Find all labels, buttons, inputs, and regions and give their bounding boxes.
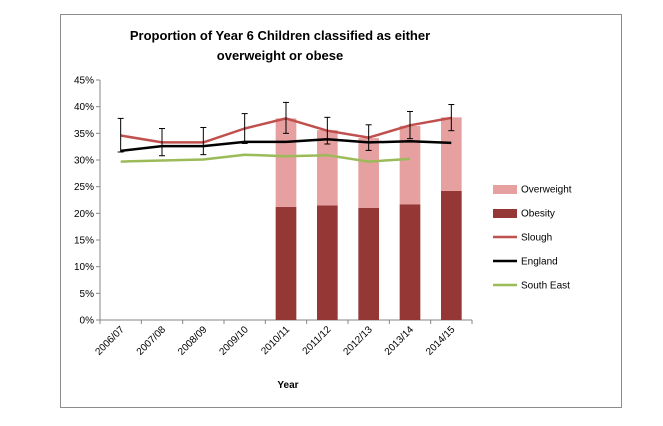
bar-overweight (358, 138, 379, 208)
legend-label-obesity: Obesity (521, 209, 555, 220)
x-tick-label: 2009/10 (217, 324, 251, 358)
legend-label-south-east: South East (521, 281, 570, 292)
bar-obesity (275, 206, 297, 320)
y-tick-label: 30% (74, 156, 94, 167)
legend-swatch-overweight (493, 185, 517, 194)
x-tick-label: 2013/14 (383, 324, 417, 358)
bar-obesity (399, 204, 421, 320)
chart-area (60, 14, 622, 408)
chart-title: Proportion of Year 6 Children classified… (129, 28, 431, 63)
y-tick-label: 0% (80, 316, 95, 327)
x-tick-label: 2008/09 (176, 324, 210, 358)
bar-overweight (441, 117, 462, 191)
x-tick-label: 2010/11 (259, 324, 292, 357)
y-tick-label: 20% (74, 209, 94, 220)
bar-obesity (358, 208, 379, 320)
bar-overweight (317, 130, 338, 206)
x-tick-label: 2014/15 (424, 324, 458, 358)
y-tick-label: 35% (74, 129, 94, 140)
bar-obesity (317, 205, 338, 320)
legend-label-slough: Slough (521, 233, 552, 244)
y-tick-label: 25% (74, 182, 94, 193)
x-tick-label: 2007/08 (135, 324, 169, 358)
bar-obesity (441, 190, 462, 320)
y-tick-label: 5% (80, 289, 95, 300)
legend-swatch-obesity (493, 209, 517, 218)
line-south-east (120, 153, 411, 163)
y-tick-label: 45% (74, 76, 94, 87)
x-axis-title: Year (277, 380, 298, 391)
y-tick-label: 40% (74, 102, 94, 113)
y-tick-label: 10% (74, 262, 94, 273)
bar-overweight (399, 125, 421, 205)
x-tick-label: 2012/13 (341, 324, 375, 358)
x-tick-label: 2011/12 (301, 324, 334, 357)
legend-label-england: England (521, 257, 558, 268)
line-england (120, 137, 452, 153)
legend-label-overweight: Overweight (521, 185, 572, 196)
x-tick-label: 2006/07 (93, 324, 127, 358)
y-tick-label: 15% (74, 236, 94, 247)
